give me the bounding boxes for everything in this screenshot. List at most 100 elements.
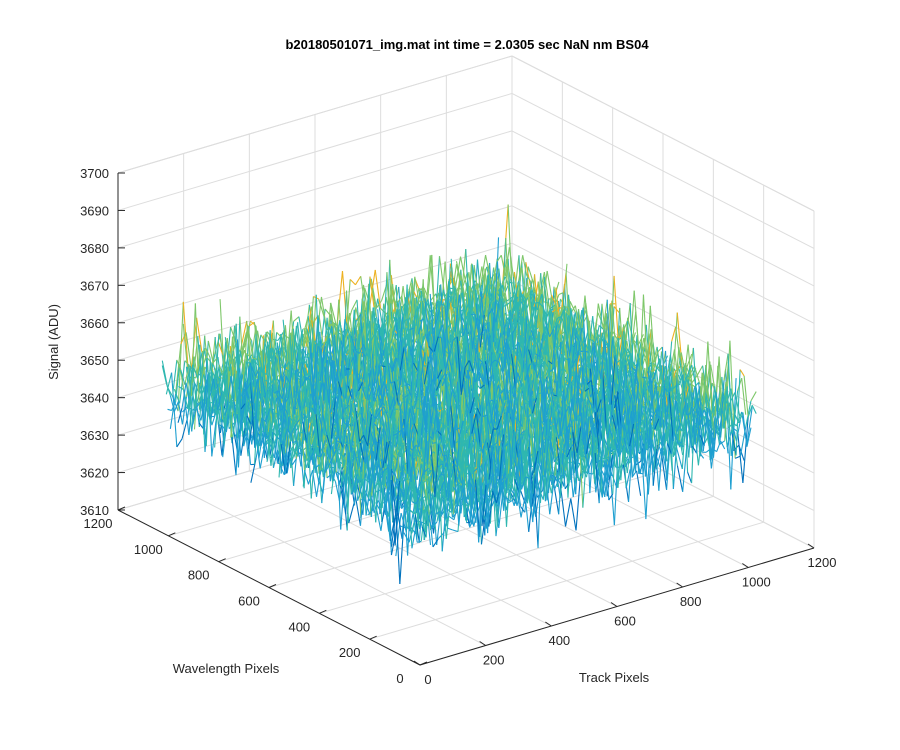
box-edge [117, 55, 513, 174]
surface-segment [177, 407, 183, 423]
surface-segment [175, 343, 182, 395]
surface-segment [570, 498, 577, 531]
surface-segment [676, 465, 684, 492]
surface-segment [374, 269, 382, 309]
surface-segment [525, 262, 532, 290]
surface-segment [453, 278, 461, 313]
surface-segment [364, 499, 371, 516]
surface-segment [354, 275, 362, 286]
surface-segment [412, 512, 418, 543]
surface-segment [734, 455, 741, 459]
surface-segment [183, 389, 190, 436]
surface-segment [480, 504, 488, 545]
grid-line [511, 167, 815, 324]
surface-segment [448, 515, 455, 521]
surface-segment [176, 359, 182, 371]
grid-line [117, 167, 513, 286]
surface-segment [291, 458, 297, 466]
grid-line [117, 92, 513, 211]
surface-segment [190, 303, 196, 396]
surface-segment [682, 433, 689, 492]
surface-segment [205, 361, 211, 446]
surface-segment [569, 301, 576, 313]
surface-segment [373, 500, 379, 513]
surface-segment [276, 449, 283, 465]
surface-segment [340, 476, 346, 530]
surface-segment [404, 496, 410, 511]
surface-segment [466, 500, 473, 525]
surface-segment [432, 538, 439, 548]
surface-segment [169, 395, 175, 412]
surface-segment [354, 494, 362, 526]
surface-segment [180, 332, 187, 345]
surface-segment [165, 372, 173, 395]
surface-segment [211, 421, 217, 457]
surface-segment [604, 303, 611, 352]
surface-segment [413, 459, 420, 487]
surface-segment [303, 469, 310, 485]
surface-segment [357, 472, 363, 499]
surface-segment [314, 464, 320, 470]
surface-segment [177, 301, 184, 412]
surface-segment [399, 521, 405, 584]
surface-segment [196, 317, 203, 352]
surface-segment [218, 424, 223, 427]
surface-segment [507, 499, 514, 504]
surface-segment [231, 437, 237, 476]
surface-segment [173, 388, 181, 404]
surface-segment [195, 406, 202, 421]
surface-segment [430, 293, 437, 302]
grid-line [511, 92, 815, 249]
surface-segment [255, 436, 261, 469]
surface-mesh [161, 204, 757, 584]
surface-segment [340, 438, 347, 490]
surface-segment [311, 454, 319, 478]
surface-segment [184, 364, 190, 385]
surface-segment [468, 464, 476, 511]
surface-segment [600, 469, 607, 480]
surface-segment [750, 391, 757, 402]
box-edge [511, 55, 815, 212]
surface-segment [219, 370, 226, 428]
surface-segment [161, 365, 167, 384]
surface-segment [420, 506, 426, 542]
surface-segment [240, 320, 248, 346]
surface-segment [167, 408, 172, 411]
surface-segment [189, 365, 196, 411]
surface-segment [173, 401, 179, 412]
surface-segment [549, 472, 556, 515]
grid-line [511, 242, 815, 399]
surface-segment [171, 401, 177, 411]
surface-segment [350, 487, 356, 495]
surface-segment [676, 449, 683, 470]
surface-segment [629, 311, 637, 358]
surface-segment [608, 456, 615, 526]
surface-segment [655, 437, 662, 453]
surface-segment [376, 510, 382, 531]
surface-segment [307, 470, 314, 485]
grid-line [511, 205, 815, 362]
surface-segment [242, 430, 249, 441]
surface-segment [395, 512, 402, 557]
surface-segment [650, 423, 657, 438]
surface-segment [341, 473, 347, 483]
surface-segment [459, 256, 467, 283]
surface-segment [430, 475, 438, 545]
grid-line [117, 242, 513, 361]
surface-segment [286, 449, 292, 474]
surface-segment [423, 290, 430, 325]
surface-segment [220, 397, 226, 432]
surface-segment [655, 447, 663, 470]
surface-segment [354, 479, 360, 488]
surface-segment [349, 279, 356, 286]
surface-segment [280, 334, 287, 354]
surface-segment [564, 498, 572, 527]
surface-segment [734, 392, 741, 418]
surface-segment [270, 420, 276, 466]
surface-segment [375, 300, 383, 309]
surface-segment [348, 503, 355, 524]
surface-segment [737, 431, 744, 484]
surface-segment [696, 365, 704, 376]
surface-segment [360, 478, 366, 519]
